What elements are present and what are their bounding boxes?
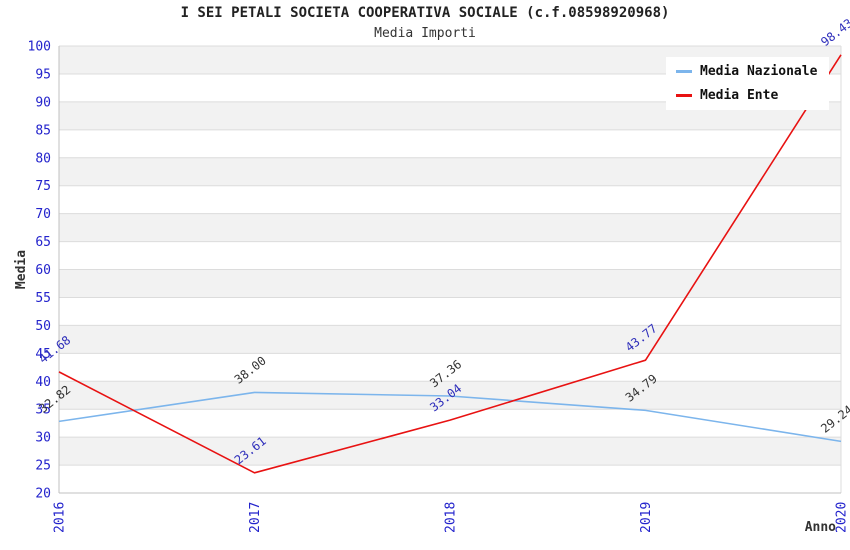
- plot-band: [59, 409, 841, 438]
- plot-band: [59, 325, 841, 354]
- plot-band: [59, 437, 841, 466]
- plot-band: [59, 129, 841, 158]
- plot-band: [59, 185, 841, 214]
- y-tick-label: 65: [35, 235, 51, 250]
- legend-label: Media Nazionale: [700, 64, 818, 79]
- x-axis-title: Anno: [805, 520, 836, 535]
- legend-swatch: [676, 94, 692, 97]
- y-tick-label: 55: [35, 291, 51, 306]
- y-tick-label: 70: [35, 207, 51, 222]
- y-tick-label: 45: [35, 347, 51, 362]
- plot-band: [59, 213, 841, 242]
- x-tick-label: 2018: [444, 502, 459, 533]
- plot-band: [59, 241, 841, 270]
- y-tick-label: 100: [28, 40, 51, 55]
- plot-band: [59, 353, 841, 382]
- y-tick-label: 90: [35, 95, 51, 110]
- x-tick-label: 2016: [53, 502, 68, 533]
- y-tick-label: 85: [35, 123, 51, 138]
- legend-item-media-ente[interactable]: Media Ente: [676, 88, 817, 103]
- data-label-media-ente: 98.43: [818, 16, 850, 49]
- series-line-media-nazionale[interactable]: [58, 391, 842, 443]
- y-tick-label: 40: [35, 375, 51, 390]
- y-tick-label: 80: [35, 151, 51, 166]
- y-tick-label: 75: [35, 179, 51, 194]
- x-tick-label: 2017: [248, 502, 263, 533]
- plot-band: [59, 157, 841, 186]
- y-tick-label: 95: [35, 67, 51, 82]
- plot-band: [59, 269, 841, 298]
- x-tick-label: 2019: [639, 502, 654, 533]
- chart-title: I SEI PETALI SOCIETA COOPERATIVA SOCIALE…: [180, 5, 670, 21]
- series-line-media-ente[interactable]: [58, 54, 842, 474]
- y-axis-title: Media: [14, 250, 29, 289]
- x-tick-label: 2020: [835, 502, 850, 533]
- legend: Media Nazionale Media Ente: [666, 57, 830, 110]
- legend-swatch: [676, 70, 692, 73]
- chart-subtitle: Media Importi: [374, 26, 476, 41]
- y-tick-label: 50: [35, 319, 51, 334]
- y-tick-label: 60: [35, 263, 51, 278]
- y-tick-label: 30: [35, 431, 51, 446]
- legend-item-media-nazionale[interactable]: Media Nazionale: [676, 64, 817, 79]
- y-tick-label: 25: [35, 459, 51, 474]
- y-tick-label: 20: [35, 487, 51, 502]
- plot-band: [59, 465, 841, 493]
- plot-band: [59, 297, 841, 326]
- legend-label: Media Ente: [700, 88, 779, 103]
- y-tick-label: 35: [35, 403, 51, 418]
